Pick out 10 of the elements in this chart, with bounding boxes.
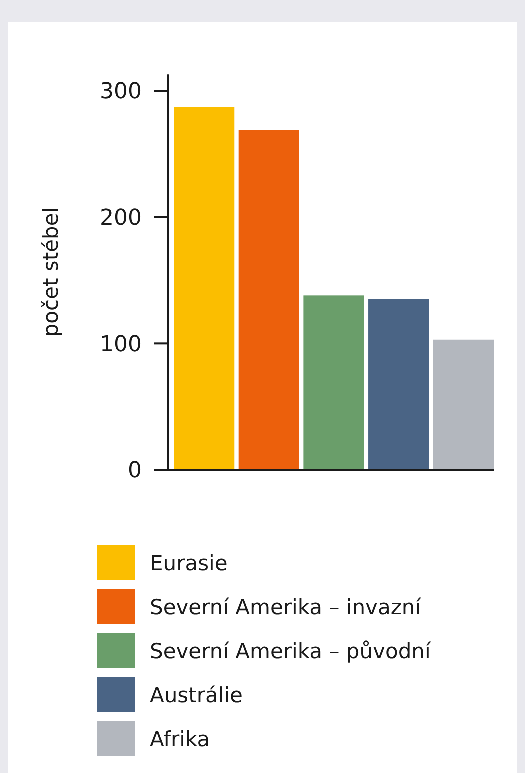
y-tick-label: 0 — [128, 458, 142, 484]
y-tick-label: 300 — [100, 80, 142, 105]
legend-label: Austrálie — [150, 683, 243, 708]
legend-label: Severní Amerika – původní — [150, 639, 432, 664]
legend-label: Eurasie — [150, 551, 228, 576]
legend-label: Afrika — [150, 727, 210, 752]
y-axis-title: počet stébel — [39, 207, 63, 338]
y-tick-label: 200 — [100, 206, 142, 232]
legend-label: Severní Amerika – invazní — [150, 595, 422, 620]
y-tick-label: 100 — [100, 332, 142, 358]
